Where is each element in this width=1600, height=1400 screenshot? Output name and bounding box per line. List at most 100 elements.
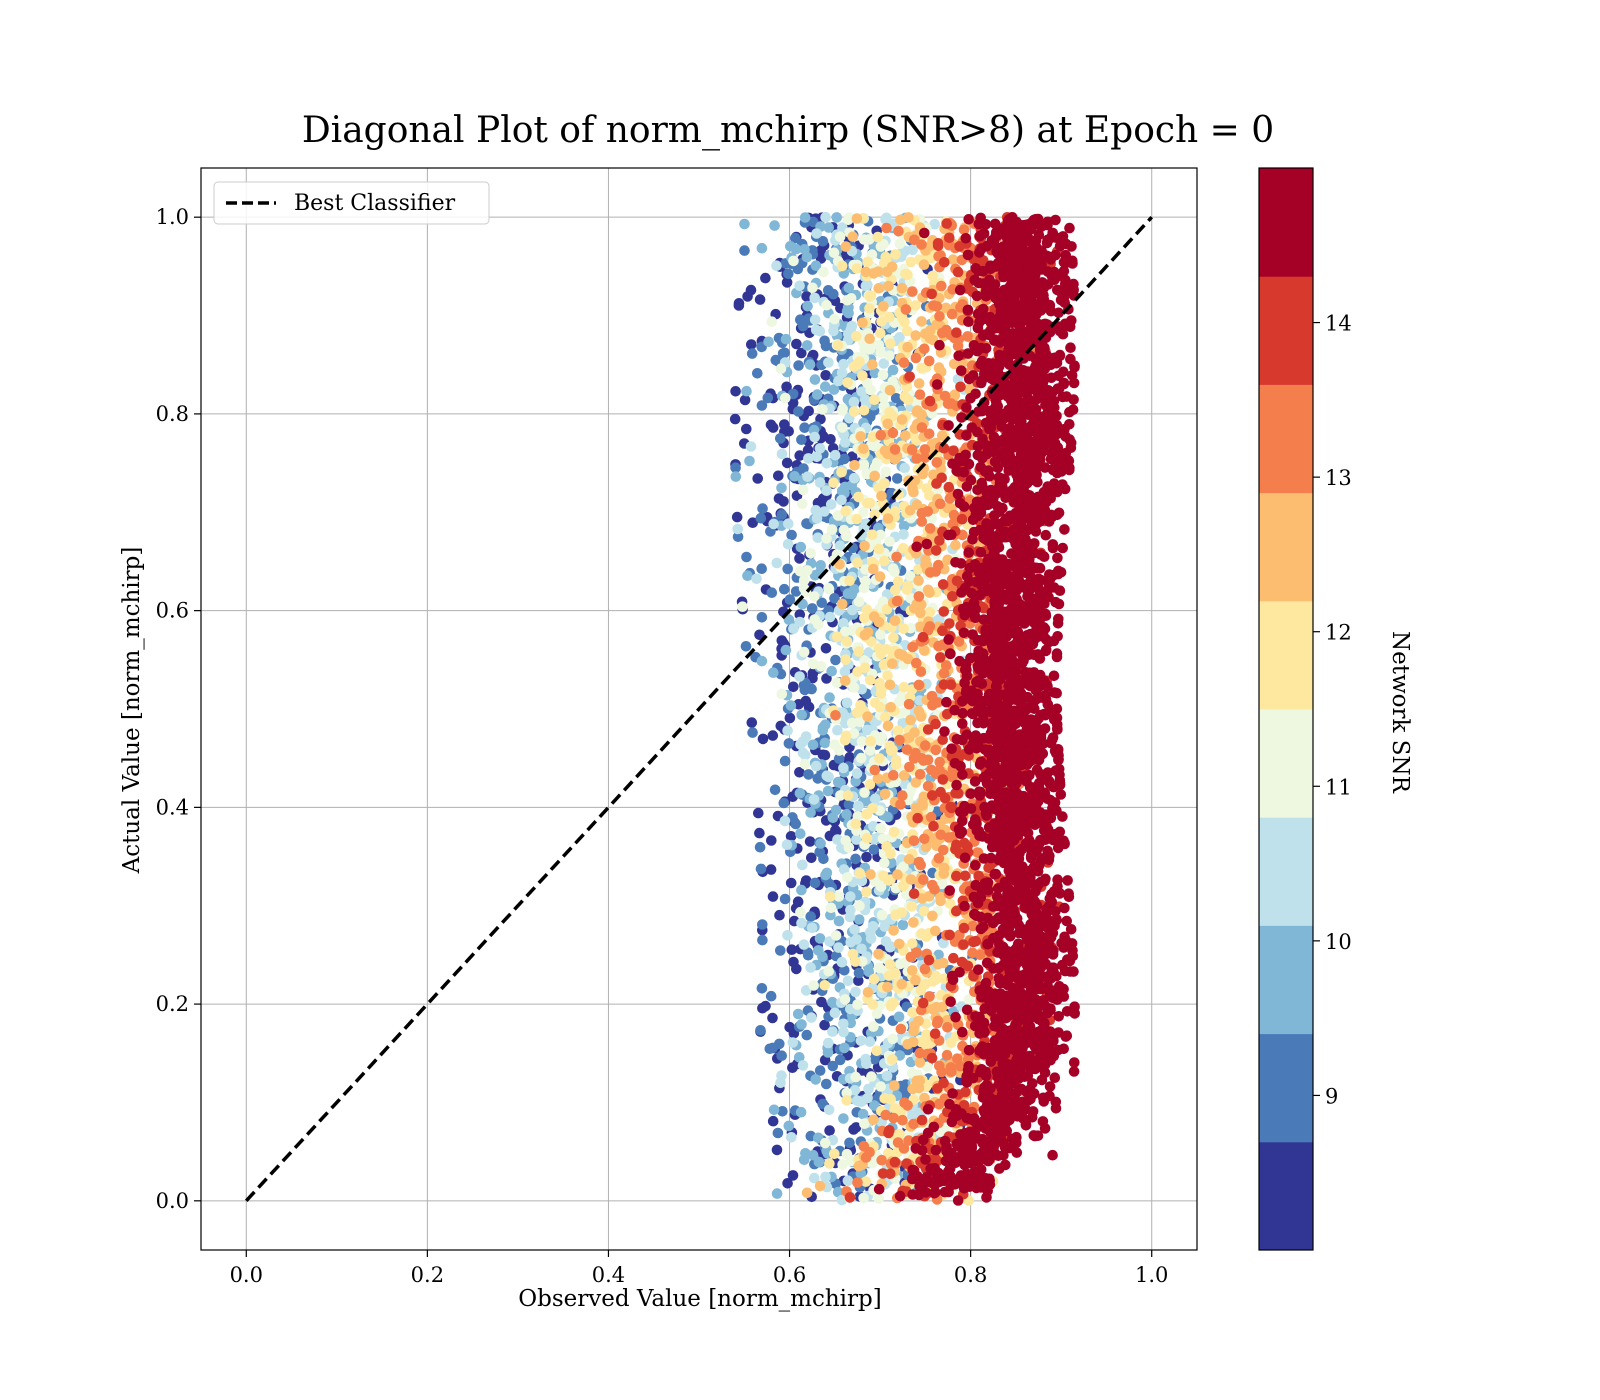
scatter-point [876,490,887,502]
scatter-point [898,520,910,532]
scatter-point [920,554,931,565]
scatter-point [916,928,927,939]
scatter-point [897,919,909,931]
scatter-point [799,758,811,770]
scatter-point [886,658,898,669]
scatter-point [838,1113,849,1124]
scatter-point [842,975,854,987]
scatter-point [959,852,971,864]
scatter-point [952,488,964,500]
scatter-point [888,632,899,643]
scatter-point [780,333,792,345]
scatter-point [795,828,806,839]
scatter-point [776,1050,787,1061]
scatter-point [917,997,929,1009]
scatter-point [762,392,774,404]
scatter-point [941,1141,952,1152]
scatter-point [741,385,752,397]
scatter-point [858,507,869,518]
scatter-point [916,507,928,519]
scatter-point [903,854,915,865]
scatter-point [845,293,857,304]
scatter-point [780,392,791,404]
scatter-point [842,214,854,226]
scatter-point [769,784,781,796]
scatter-point [812,389,823,400]
scatter-point [874,753,885,764]
scatter-point [971,290,983,302]
scatter-point [833,915,845,927]
scatter-point [850,818,862,830]
scatter-point [873,616,885,628]
scatter-point [935,829,947,841]
scatter-point [916,409,927,421]
scatter-point [823,582,834,594]
scatter-point [887,1054,898,1065]
scatter-point [888,997,899,1008]
scatter-point [913,1015,924,1027]
scatter-point [757,503,768,514]
scatter-point [796,917,807,929]
scatter-point [910,330,921,341]
scatter-point [931,1017,943,1029]
scatter-point [801,1187,813,1199]
scatter-point [884,679,896,691]
scatter-point [930,744,942,756]
scatter-point [885,1168,896,1180]
scatter-point [891,551,902,563]
scatter-point [794,767,805,778]
scatter-point [821,673,832,684]
scatter-point [873,1193,885,1204]
scatter-point [896,414,908,425]
scatter-point [782,725,793,736]
scatter-point [960,233,972,244]
scatter-point [941,696,952,708]
scatter-point [795,906,806,918]
scatter-point [778,797,790,809]
scatter-point [776,688,788,700]
scatter-point [818,266,829,278]
scatter-point [863,647,875,658]
scatter-point [730,386,741,397]
scatter-point [892,869,903,880]
scatter-point [803,405,814,417]
scatter-point [864,303,875,314]
scatter-point [862,711,873,722]
scatter-point [857,460,868,471]
scatter-point [827,812,839,824]
scatter-point [732,531,744,542]
scatter-point [848,396,860,408]
scatter-point [820,212,831,223]
scatter-point [870,793,881,805]
scatter-point [768,667,779,678]
scatter-point [849,460,860,471]
scatter-point [826,665,837,677]
scatter-point [853,800,864,812]
scatter-point [868,440,880,452]
scatter-point [766,835,777,846]
scatter-point [757,1002,768,1014]
scatter-point [864,779,876,790]
scatter-point [889,1080,900,1091]
scatter-point [795,739,806,750]
scatter-point [915,607,926,619]
scatter-point [851,768,863,779]
scatter-point [913,679,925,691]
scatter-point [859,1118,870,1129]
scatter-point [883,875,894,886]
scatter-point [958,627,970,639]
scatter-point [798,1154,810,1165]
scatter-point [844,575,855,586]
scatter-point [827,1060,839,1072]
scatter-point [779,893,791,905]
scatter-point [962,841,973,852]
scatter-point [921,1029,932,1040]
scatter-point [974,1028,985,1039]
scatter-point [856,943,867,955]
scatter-point [825,499,837,510]
scatter-point [841,1087,853,1099]
scatter-point [913,575,924,586]
scatter-point [740,641,752,652]
scatter-point [767,1012,778,1024]
scatter-point [871,1008,883,1019]
